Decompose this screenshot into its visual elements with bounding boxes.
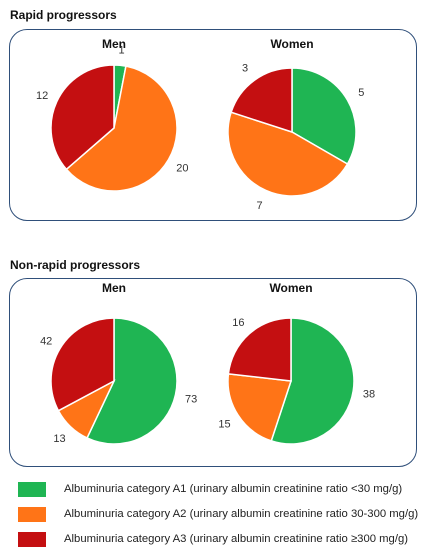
data-label-rapid-men-a1: 1 bbox=[118, 44, 124, 56]
legend-item-a2: Albuminuria category A2 (urinary albumin… bbox=[18, 505, 418, 523]
pie-slice-rapid-women-a3 bbox=[230, 67, 293, 134]
data-label-rapid-men-a2: 20 bbox=[176, 163, 188, 175]
legend-swatch-a3 bbox=[18, 531, 46, 547]
pie-title-nonrapid-men: Men bbox=[102, 281, 126, 295]
pie-title-rapid-women: Women bbox=[270, 37, 313, 51]
data-label-rapid-men-a3: 12 bbox=[36, 90, 48, 102]
data-label-nonrapid-men-a1: 73 bbox=[185, 393, 197, 405]
data-label-nonrapid-women-a2: 15 bbox=[218, 419, 230, 431]
pie-slice-nonrapid-men-a1 bbox=[86, 317, 178, 445]
data-label-nonrapid-men-a2: 13 bbox=[53, 433, 65, 445]
section-title-rapid: Rapid progressors bbox=[10, 8, 117, 22]
pie-slice-rapid-men-a2 bbox=[65, 65, 178, 192]
pie-title-nonrapid-women: Women bbox=[269, 281, 312, 295]
pie-slice-nonrapid-women-a1 bbox=[270, 317, 355, 445]
data-label-rapid-women-a2: 7 bbox=[256, 200, 262, 212]
legend-swatch-a1 bbox=[18, 481, 46, 497]
legend-label-a1: Albuminuria category A1 (urinary albumin… bbox=[64, 483, 403, 495]
section-title-non-rapid: Non-rapid progressors bbox=[10, 258, 141, 272]
data-label-nonrapid-women-a1: 38 bbox=[363, 389, 375, 401]
pie-slice-nonrapid-women-a3 bbox=[227, 317, 292, 382]
pie-slice-rapid-women-a2 bbox=[227, 111, 349, 197]
legend-label-a2: Albuminuria category A2 (urinary albumin… bbox=[64, 508, 419, 520]
legend-item-a3: Albuminuria category A3 (urinary albumin… bbox=[18, 530, 408, 548]
data-label-nonrapid-men-a3: 42 bbox=[40, 335, 52, 347]
pie-slice-nonrapid-men-a3 bbox=[50, 317, 115, 412]
pie-title-rapid-men: Men bbox=[102, 37, 126, 51]
legend-swatch-a2 bbox=[18, 506, 46, 522]
data-label-nonrapid-women-a3: 16 bbox=[232, 317, 244, 329]
data-label-rapid-women-a3: 3 bbox=[242, 62, 248, 74]
pie-slice-rapid-men-a3 bbox=[50, 64, 115, 171]
legend-item-a1: Albuminuria category A1 (urinary albumin… bbox=[18, 480, 402, 498]
pie-slice-nonrapid-women-a2 bbox=[227, 373, 293, 442]
data-label-rapid-women-a1: 5 bbox=[358, 87, 364, 99]
legend-label-a3: Albuminuria category A3 (urinary albumin… bbox=[64, 533, 409, 545]
pie-slice-rapid-women-a1 bbox=[291, 67, 357, 166]
